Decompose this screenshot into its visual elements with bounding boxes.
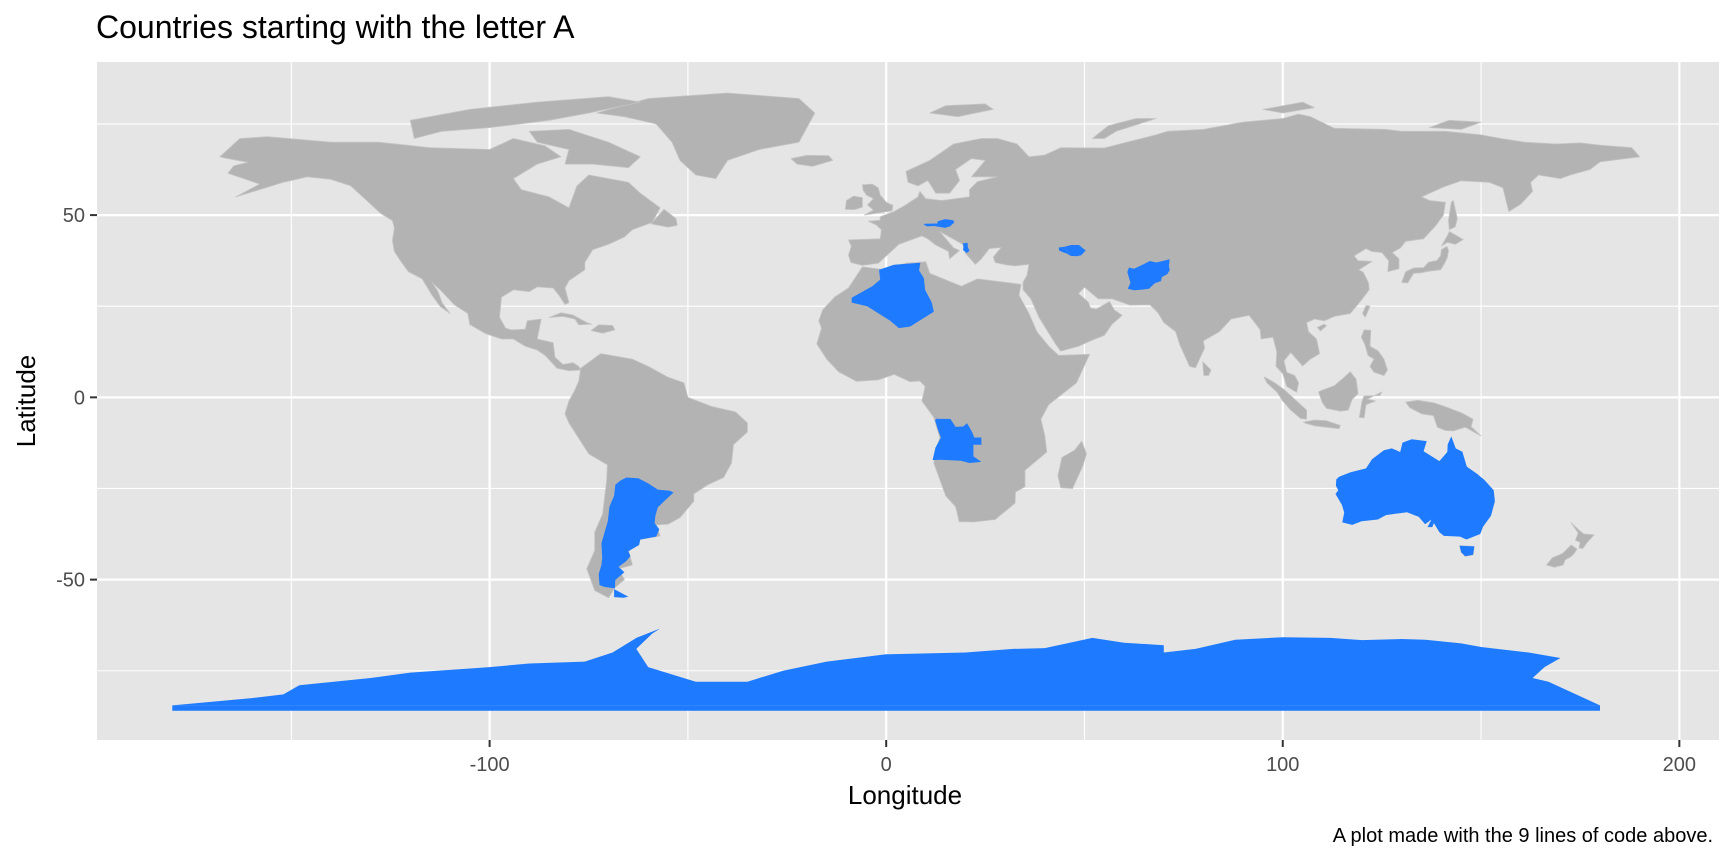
country-albania	[962, 242, 970, 253]
x-axis: -100 0 100 200	[470, 740, 1696, 776]
land-sri-lanka	[1202, 361, 1212, 376]
country-tierra-del-fuego	[614, 589, 629, 598]
land-new-zealand-north	[1570, 522, 1595, 549]
land-eurasia	[848, 113, 1641, 393]
land-africa	[816, 261, 1090, 523]
country-tasmania-hl	[1459, 545, 1475, 557]
land-ireland	[844, 195, 863, 210]
highlighted-countries	[172, 219, 1600, 711]
land-north-america	[219, 136, 661, 372]
land-baffin	[528, 129, 641, 169]
chart-title: Countries starting with the letter A	[96, 9, 575, 45]
land-iceland	[790, 154, 834, 167]
y-axis: -50 0 50	[56, 205, 97, 592]
country-algeria	[851, 262, 934, 329]
land-arctic-islands	[409, 96, 641, 139]
land-new-guinea	[1405, 399, 1482, 437]
country-angola	[932, 415, 982, 463]
land-sakhalin	[1448, 200, 1458, 231]
chart-caption: A plot made with the 9 lines of code abo…	[1333, 825, 1713, 847]
land-hokkaido	[1441, 231, 1464, 247]
land-novaya-zemlya	[1092, 118, 1157, 139]
country-antarctica	[172, 628, 1600, 706]
country-afghanistan	[1127, 259, 1170, 291]
land-newfoundland	[650, 208, 678, 228]
land-hispaniola	[590, 324, 616, 334]
country-austria	[923, 219, 955, 228]
land-philippines	[1360, 329, 1388, 376]
x-tick-label: 0	[881, 754, 892, 776]
land-new-zealand-south	[1546, 544, 1578, 568]
country-argentina	[598, 477, 674, 589]
land-borneo	[1318, 371, 1359, 412]
land-java	[1303, 419, 1341, 430]
land-new-siberian	[1429, 119, 1482, 130]
country-azerbaijan	[1064, 245, 1086, 257]
land-madagascar	[1057, 440, 1087, 489]
land-sulawesi	[1358, 391, 1383, 419]
land-taiwan	[1362, 305, 1371, 318]
x-tick-label: -100	[470, 754, 510, 776]
land-severnaya	[1262, 101, 1315, 114]
y-tick-label: -50	[56, 570, 85, 592]
land-japan	[1401, 246, 1449, 284]
x-tick-label: 200	[1663, 754, 1696, 776]
land-cuba	[548, 312, 593, 326]
y-tick-label: 0	[74, 387, 85, 409]
land-svalbard	[929, 103, 994, 118]
country-australia	[1335, 436, 1495, 540]
y-axis-title: Latitude	[11, 355, 41, 448]
land-sumatra	[1263, 376, 1307, 420]
country-antarctica-ross-edge	[172, 705, 1600, 711]
land-hainan	[1316, 323, 1327, 332]
x-axis-title: Longitude	[848, 780, 962, 810]
land-great-britain	[862, 183, 894, 216]
y-tick-label: 50	[63, 205, 85, 227]
land-greenland	[596, 92, 816, 179]
country-armenia	[1058, 246, 1071, 256]
x-tick-label: 100	[1266, 754, 1299, 776]
